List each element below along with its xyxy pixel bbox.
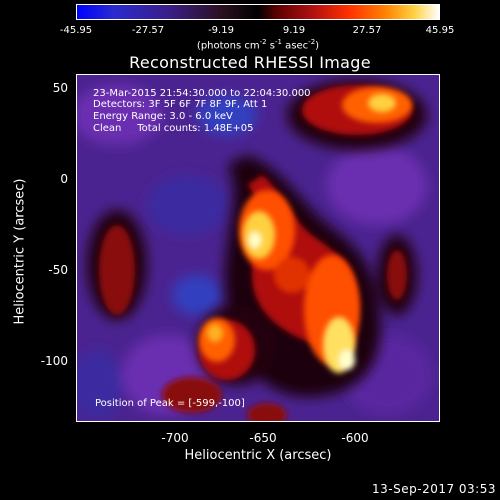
colorbar-gradient: [77, 5, 439, 19]
colorbar-tick-label: 27.57: [352, 25, 382, 36]
y-tick-label: 0: [60, 172, 68, 186]
x-tick-label: -700: [161, 431, 189, 445]
x-tick-label: -650: [249, 431, 277, 445]
colorbar-tick-label: -27.57: [131, 25, 165, 36]
plot-title: Reconstructed RHESSI Image: [129, 53, 371, 72]
x-tick-label: -600: [341, 431, 369, 445]
x-axis-label: Heliocentric X (arcsec): [184, 448, 332, 463]
map-peak-regions: [207, 94, 396, 373]
y-tick-label: 50: [52, 81, 68, 95]
y-tick-label: -100: [40, 354, 68, 368]
colorbar-tick-label: 45.95: [425, 25, 455, 36]
y-axis-label: Heliocentric Y (arcsec): [12, 178, 28, 325]
colorbar-tick-label: -9.19: [208, 25, 234, 36]
peak-position-label: Position of Peak = [-599,-100]: [95, 398, 245, 409]
info-energy-range: Energy Range: 3.0 - 6.0 keV: [93, 111, 233, 122]
colorbar-tick-label: -45.95: [59, 25, 93, 36]
info-detectors: Detectors: 3F 5F 6F 7F 8F 9F, Att 1: [93, 99, 268, 110]
info-time-range: 23-Mar-2015 21:54:30.000 to 22:04:30.000: [93, 88, 311, 99]
y-tick-label: -50: [48, 263, 68, 277]
colorbar-unit-label: (photons cm-2 s-1 asec-2): [196, 38, 320, 52]
timestamp: 13-Sep-2017 03:53: [372, 482, 496, 496]
image-frame: [76, 74, 440, 422]
rhessi-image-map: [77, 75, 439, 421]
colorbar-tick-label: 9.19: [282, 25, 306, 36]
info-clean-counts: Clean Total counts: 1.48E+05: [93, 123, 254, 134]
colorbar: [76, 4, 440, 20]
